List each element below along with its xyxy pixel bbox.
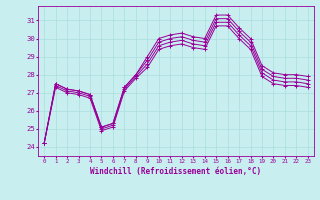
X-axis label: Windchill (Refroidissement éolien,°C): Windchill (Refroidissement éolien,°C) bbox=[91, 167, 261, 176]
